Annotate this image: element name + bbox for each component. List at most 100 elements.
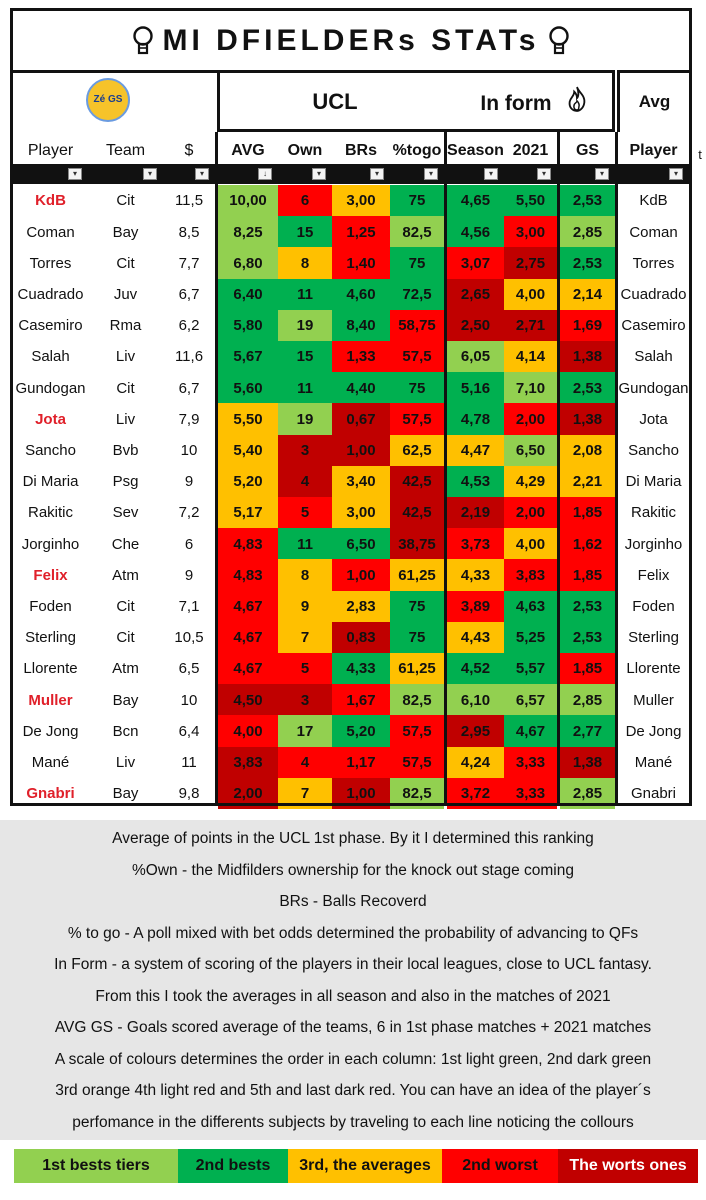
cell-player: Torres (29, 254, 72, 272)
cell-own: 6 (278, 185, 332, 217)
cell-player2: Felix (637, 566, 670, 584)
cell-togo: 42,5 (390, 465, 444, 498)
table-border-right (689, 132, 692, 806)
cell-togo: 61,25 (390, 653, 444, 685)
cell-season: 6,10 (447, 684, 504, 716)
page-title: MI DFIELDERs STATs (162, 23, 540, 57)
cell-team: Cit (116, 629, 135, 647)
cell-player: Llorente (23, 660, 78, 678)
cell-own: 4 (278, 465, 332, 498)
cell-avg: 5,17 (218, 497, 278, 529)
cell-player2: Casemiro (621, 317, 686, 335)
cell-player: Di Maria (22, 473, 79, 491)
header-left-box (10, 70, 217, 132)
cell-brs: 1,25 (332, 216, 390, 248)
cell-y2021: 2,75 (504, 247, 557, 280)
cell-own: 15 (278, 341, 332, 373)
cell-gs: 1,85 (560, 559, 615, 592)
cell-gs: 1,69 (560, 309, 615, 342)
cell-own: 11 (278, 372, 332, 404)
cell-own: 3 (278, 434, 332, 467)
cell-player2: Gundogan (618, 379, 689, 397)
avg-header-box (617, 70, 692, 132)
cell-own: 5 (278, 653, 332, 685)
cell-gs: 2,53 (560, 621, 615, 654)
table-divider-inform (444, 132, 447, 806)
cell-season: 2,19 (447, 497, 504, 529)
cell-togo: 75 (390, 247, 444, 280)
cell-y2021: 5,25 (504, 621, 557, 654)
cell-price: 11,6 (174, 348, 204, 366)
filter-dropdown-icon[interactable]: ↓ (258, 168, 272, 180)
filter-dropdown-icon[interactable]: ▾ (424, 168, 438, 180)
cell-season: 4,33 (447, 559, 504, 592)
filter-dropdown-icon[interactable]: ▾ (537, 168, 551, 180)
cell-y2021: 3,33 (504, 746, 557, 779)
cell-togo: 75 (390, 372, 444, 404)
note-line: Average of points in the UCL 1st phase. … (112, 830, 594, 847)
lightbulb-icon (133, 25, 154, 54)
cell-season: 4,78 (447, 403, 504, 436)
note-line: % to go - A poll mixed with bet odds det… (67, 924, 639, 942)
cell-price: 11 (181, 753, 197, 771)
cell-togo: 58,75 (390, 309, 444, 342)
cell-player2: Salah (634, 348, 673, 366)
cell-brs: 2,83 (332, 590, 390, 623)
stats-sheet: MI DFIELDERs STATs Zé GS UCL In form Avg… (10, 8, 702, 810)
filter-dropdown-icon[interactable]: ▾ (669, 168, 683, 180)
cell-team: Juv (113, 285, 138, 303)
filter-dropdown-icon[interactable]: ▾ (143, 168, 157, 180)
cell-player2: Jorginho (624, 535, 683, 553)
cell-player: Gnabri (26, 785, 75, 803)
cell-gs: 2,53 (560, 247, 615, 280)
cell-season: 3,07 (447, 247, 504, 280)
cell-y2021: 2,00 (504, 497, 557, 529)
cell-player2: Sterling (628, 629, 679, 647)
cell-avg: 4,67 (218, 653, 278, 685)
cell-player2: Torres (632, 254, 675, 272)
cell-y2021: 5,57 (504, 653, 557, 685)
cell-avg: 10,00 (218, 185, 278, 217)
cell-season: 5,16 (447, 372, 504, 404)
cell-y2021: 2,00 (504, 403, 557, 436)
cell-own: 9 (278, 590, 332, 623)
cell-brs: 1,00 (332, 559, 390, 592)
cell-y2021: 6,57 (504, 684, 557, 716)
cell-y2021: 4,00 (504, 278, 557, 311)
cell-price: 6,4 (178, 722, 200, 740)
cell-brs: 8,40 (332, 309, 390, 342)
filter-dropdown-icon[interactable]: ▾ (195, 168, 209, 180)
filter-dropdown-icon[interactable]: ▾ (484, 168, 498, 180)
cell-player: Felix (33, 566, 68, 584)
filter-dropdown-icon[interactable]: ▾ (312, 168, 326, 180)
column-header-team: Team (105, 142, 146, 159)
cell-togo: 75 (390, 621, 444, 654)
cell-avg: 4,50 (218, 684, 278, 716)
cell-avg: 6,40 (218, 278, 278, 311)
filter-dropdown-icon[interactable]: ▾ (370, 168, 384, 180)
column-header-togo: %togo (392, 142, 442, 159)
cell-own: 11 (278, 278, 332, 311)
cell-togo: 62,5 (390, 434, 444, 467)
cell-team: Cit (116, 597, 135, 615)
filter-dropdown-icon[interactable]: ▾ (68, 168, 82, 180)
cell-brs: 1,40 (332, 247, 390, 280)
stray-header-text: t (698, 146, 702, 162)
avg-header: Avg (638, 92, 671, 111)
cell-own: 19 (278, 309, 332, 342)
color-legend: 1st bests tiers 2nd bests 3rd, the average… (0, 1145, 706, 1200)
note-line: In Form - a system of scoring of the pla… (54, 956, 652, 973)
cell-own: 8 (278, 559, 332, 592)
cell-togo: 38,75 (390, 528, 444, 560)
cell-team: Sev (112, 504, 139, 522)
cell-season: 2,95 (447, 715, 504, 748)
legend-item-lr: 2nd worst (442, 1149, 558, 1183)
cell-avg: 5,20 (218, 465, 278, 498)
cell-player: Sterling (25, 629, 76, 647)
cell-gs: 1,38 (560, 341, 615, 373)
filter-dropdown-icon[interactable]: ▾ (595, 168, 609, 180)
cell-togo: 75 (390, 590, 444, 623)
cell-season: 4,65 (447, 185, 504, 217)
cell-team: Cit (116, 254, 135, 272)
cell-togo: 57,5 (390, 746, 444, 779)
